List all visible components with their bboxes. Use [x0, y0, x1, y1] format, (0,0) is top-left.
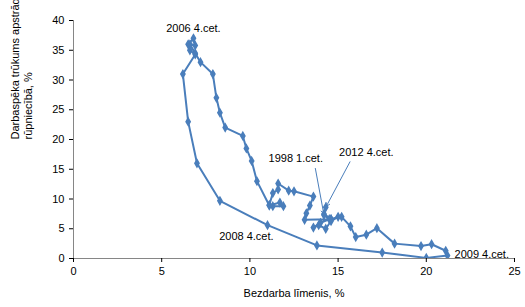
svg-text:5: 5 — [159, 265, 165, 277]
svg-text:30: 30 — [52, 74, 64, 86]
svg-text:15: 15 — [332, 265, 344, 277]
svg-text:2009 4.cet.: 2009 4.cet. — [455, 248, 509, 260]
svg-text:40: 40 — [52, 14, 64, 26]
svg-text:25: 25 — [508, 265, 520, 277]
svg-text:20: 20 — [52, 133, 64, 145]
svg-text:20: 20 — [420, 265, 432, 277]
svg-text:5: 5 — [58, 222, 64, 234]
svg-text:10: 10 — [52, 193, 64, 205]
svg-text:1998 1.cet.: 1998 1.cet. — [269, 152, 323, 164]
svg-text:Darbaspēka trūkums apstrādesrū: Darbaspēka trūkums apstrādesrūpniecībā, … — [9, 0, 34, 140]
svg-text:35: 35 — [52, 44, 64, 56]
svg-text:25: 25 — [52, 103, 64, 115]
svg-text:15: 15 — [52, 163, 64, 175]
svg-text:Bezdarba līmenis, %: Bezdarba līmenis, % — [244, 287, 345, 299]
svg-text:0: 0 — [70, 265, 76, 277]
svg-text:10: 10 — [244, 265, 256, 277]
svg-text:2012 4.cet.: 2012 4.cet. — [339, 146, 393, 158]
svg-text:2006 4.cet.: 2006 4.cet. — [166, 22, 220, 34]
svg-text:0: 0 — [58, 252, 64, 264]
svg-text:2008 4.cet.: 2008 4.cet. — [219, 230, 273, 242]
